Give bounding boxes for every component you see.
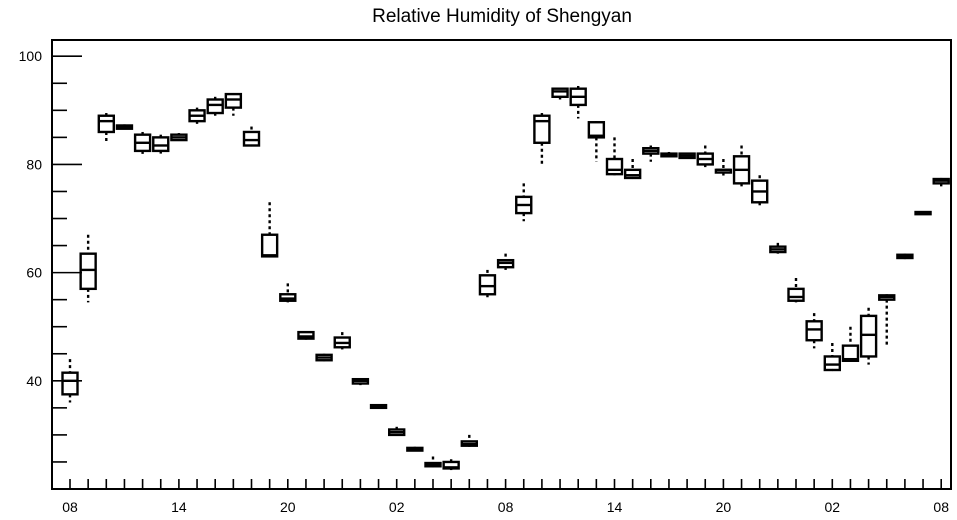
box	[315, 353, 333, 362]
box-iqr	[478, 274, 497, 296]
box	[133, 131, 152, 157]
box	[224, 92, 243, 116]
box	[605, 137, 624, 176]
box	[805, 313, 823, 349]
box	[206, 96, 224, 116]
y-tick-label: 60	[26, 265, 42, 281]
box	[587, 121, 606, 162]
box	[841, 326, 860, 362]
box	[623, 159, 642, 180]
box	[79, 234, 97, 303]
box-iqr	[787, 287, 805, 302]
box-iqr	[260, 233, 279, 258]
box-iqr	[61, 371, 79, 396]
box	[859, 307, 878, 365]
box	[388, 426, 406, 437]
box	[660, 151, 678, 158]
box	[714, 159, 733, 178]
box-iqr	[587, 121, 606, 139]
box	[678, 152, 696, 160]
box	[188, 107, 206, 124]
box	[914, 210, 932, 216]
box	[551, 87, 569, 100]
x-tick-label: 08	[498, 499, 514, 515]
box	[260, 202, 279, 258]
box-iqr	[152, 136, 170, 153]
y-tick-label: 80	[26, 156, 42, 172]
box	[333, 332, 351, 350]
box	[642, 145, 660, 162]
box-iqr	[97, 114, 116, 134]
box	[787, 278, 805, 303]
box	[97, 113, 116, 143]
y-axis: 40 60 80 100	[19, 48, 82, 463]
x-tick-label: 02	[389, 499, 405, 515]
box	[932, 177, 950, 189]
x-tick-label: 02	[825, 499, 841, 515]
x-axis: 08 14 20 02 08 14 20 02 08	[62, 479, 949, 515]
box	[569, 85, 587, 119]
box	[533, 113, 551, 165]
box-iqr	[533, 114, 551, 144]
box-iqr	[841, 344, 860, 362]
x-tick-label: 20	[716, 499, 732, 515]
box	[496, 253, 515, 270]
box	[696, 145, 714, 168]
box	[406, 446, 424, 452]
box	[61, 359, 79, 403]
box-series	[61, 85, 950, 471]
box	[769, 242, 787, 254]
box	[896, 253, 914, 260]
x-tick-label: 08	[62, 499, 78, 515]
box	[442, 459, 460, 471]
x-tick-label: 14	[607, 499, 623, 515]
plot-frame	[51, 39, 952, 490]
box-iqr	[605, 157, 624, 176]
box-iqr	[859, 314, 878, 358]
box	[115, 124, 134, 130]
box	[369, 403, 388, 410]
x-tick-label: 08	[933, 499, 949, 515]
box	[478, 269, 497, 300]
x-tick-label: 14	[171, 499, 187, 515]
y-tick-label: 100	[19, 48, 43, 64]
box-iqr	[623, 168, 642, 180]
box	[515, 183, 533, 222]
box	[297, 330, 315, 340]
chart-title: Relative Humidity of Shengyan	[372, 6, 632, 27]
box	[751, 175, 769, 208]
x-tick-label: 20	[280, 499, 296, 515]
box	[823, 342, 841, 372]
box	[878, 294, 896, 346]
box	[279, 283, 297, 303]
box-iqr	[551, 87, 569, 99]
box	[170, 133, 188, 142]
box	[242, 126, 261, 147]
box-iqr	[242, 130, 261, 147]
y-tick-label: 40	[26, 373, 42, 389]
box-iqr	[79, 252, 97, 291]
box	[152, 134, 170, 154]
box-iqr	[805, 320, 823, 342]
box	[460, 434, 478, 447]
box	[732, 145, 751, 189]
box-iqr	[823, 355, 841, 372]
box-iqr	[206, 98, 224, 115]
box	[424, 456, 442, 468]
box-iqr	[224, 92, 243, 109]
box	[351, 377, 370, 386]
